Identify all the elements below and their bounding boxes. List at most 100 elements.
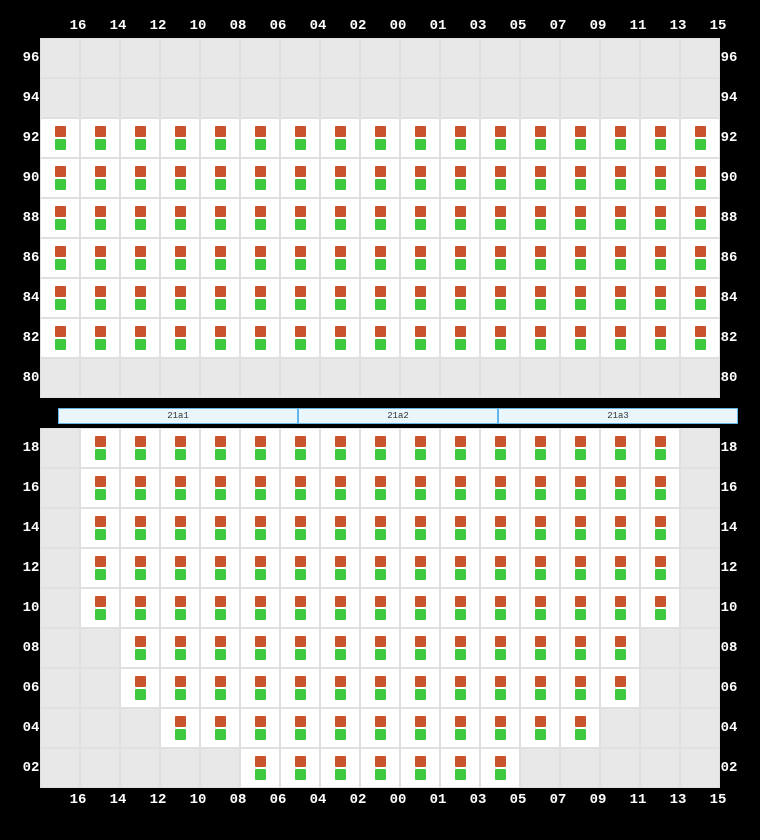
rack-slot-active[interactable] [560, 708, 600, 748]
rack-slot-active[interactable] [240, 118, 280, 158]
rack-slot-active[interactable] [560, 628, 600, 668]
rack-slot-active[interactable] [280, 668, 320, 708]
rack-slot-active[interactable] [280, 158, 320, 198]
rack-slot-active[interactable] [520, 118, 560, 158]
rack-slot-active[interactable] [280, 588, 320, 628]
rack-slot-active[interactable] [200, 278, 240, 318]
rack-slot-active[interactable] [600, 238, 640, 278]
rack-slot-active[interactable] [280, 708, 320, 748]
rack-slot-active[interactable] [360, 118, 400, 158]
rack-slot-active[interactable] [240, 548, 280, 588]
rack-slot-active[interactable] [600, 628, 640, 668]
rack-slot-active[interactable] [280, 748, 320, 788]
rack-slot-active[interactable] [160, 708, 200, 748]
rack-slot-active[interactable] [480, 198, 520, 238]
rack-slot-active[interactable] [600, 318, 640, 358]
rack-slot-active[interactable] [640, 588, 680, 628]
rack-slot-active[interactable] [480, 748, 520, 788]
rack-slot-active[interactable] [40, 158, 80, 198]
rack-slot-active[interactable] [320, 198, 360, 238]
rack-slot-active[interactable] [560, 198, 600, 238]
rack-slot-active[interactable] [520, 508, 560, 548]
rack-slot-active[interactable] [80, 508, 120, 548]
rack-slot-active[interactable] [160, 628, 200, 668]
rack-slot-active[interactable] [400, 668, 440, 708]
rack-slot-active[interactable] [80, 468, 120, 508]
rack-slot-active[interactable] [440, 468, 480, 508]
rack-slot-active[interactable] [360, 468, 400, 508]
rack-slot-active[interactable] [400, 508, 440, 548]
rack-slot-active[interactable] [640, 238, 680, 278]
rack-slot-active[interactable] [280, 468, 320, 508]
rack-slot-active[interactable] [320, 428, 360, 468]
rack-slot-active[interactable] [560, 238, 600, 278]
rack-slot-active[interactable] [160, 428, 200, 468]
rack-slot-active[interactable] [480, 318, 520, 358]
rack-slot-active[interactable] [280, 508, 320, 548]
rack-slot-active[interactable] [200, 588, 240, 628]
rack-slot-active[interactable] [360, 318, 400, 358]
rack-slot-active[interactable] [480, 428, 520, 468]
rack-slot-active[interactable] [440, 278, 480, 318]
rack-slot-active[interactable] [440, 198, 480, 238]
rack-slot-active[interactable] [600, 668, 640, 708]
rack-slot-active[interactable] [120, 198, 160, 238]
rack-slot-active[interactable] [200, 428, 240, 468]
rack-slot-active[interactable] [480, 548, 520, 588]
rack-slot-active[interactable] [480, 628, 520, 668]
rack-slot-active[interactable] [160, 198, 200, 238]
rack-slot-active[interactable] [360, 748, 400, 788]
rack-slot-active[interactable] [360, 588, 400, 628]
rack-slot-active[interactable] [200, 318, 240, 358]
section-label[interactable]: 21a1 [58, 408, 298, 424]
rack-slot-active[interactable] [560, 318, 600, 358]
rack-slot-active[interactable] [520, 708, 560, 748]
rack-slot-active[interactable] [440, 748, 480, 788]
rack-slot-active[interactable] [320, 158, 360, 198]
rack-slot-active[interactable] [160, 508, 200, 548]
rack-slot-active[interactable] [200, 628, 240, 668]
rack-slot-active[interactable] [400, 198, 440, 238]
rack-slot-active[interactable] [120, 428, 160, 468]
rack-slot-active[interactable] [320, 238, 360, 278]
rack-slot-active[interactable] [240, 278, 280, 318]
rack-slot-active[interactable] [160, 278, 200, 318]
rack-slot-active[interactable] [200, 548, 240, 588]
rack-slot-active[interactable] [320, 508, 360, 548]
rack-slot-active[interactable] [280, 238, 320, 278]
rack-slot-active[interactable] [120, 628, 160, 668]
rack-slot-active[interactable] [120, 668, 160, 708]
rack-slot-active[interactable] [320, 278, 360, 318]
rack-slot-active[interactable] [280, 118, 320, 158]
rack-slot-active[interactable] [400, 468, 440, 508]
rack-slot-active[interactable] [440, 508, 480, 548]
rack-slot-active[interactable] [80, 428, 120, 468]
rack-slot-active[interactable] [480, 708, 520, 748]
rack-slot-active[interactable] [400, 118, 440, 158]
rack-slot-active[interactable] [600, 468, 640, 508]
rack-slot-active[interactable] [440, 318, 480, 358]
rack-slot-active[interactable] [640, 278, 680, 318]
rack-slot-active[interactable] [400, 158, 440, 198]
rack-slot-active[interactable] [640, 198, 680, 238]
rack-slot-active[interactable] [80, 278, 120, 318]
rack-slot-active[interactable] [120, 158, 160, 198]
rack-slot-active[interactable] [560, 548, 600, 588]
rack-slot-active[interactable] [160, 468, 200, 508]
rack-slot-active[interactable] [160, 238, 200, 278]
rack-slot-active[interactable] [440, 548, 480, 588]
rack-slot-active[interactable] [200, 508, 240, 548]
rack-slot-active[interactable] [440, 588, 480, 628]
rack-slot-active[interactable] [520, 628, 560, 668]
rack-slot-active[interactable] [160, 118, 200, 158]
rack-slot-active[interactable] [440, 428, 480, 468]
rack-slot-active[interactable] [280, 278, 320, 318]
rack-slot-active[interactable] [640, 318, 680, 358]
rack-slot-active[interactable] [400, 548, 440, 588]
rack-slot-active[interactable] [520, 198, 560, 238]
rack-slot-active[interactable] [80, 548, 120, 588]
rack-slot-active[interactable] [520, 428, 560, 468]
rack-slot-active[interactable] [200, 468, 240, 508]
rack-slot-active[interactable] [200, 158, 240, 198]
rack-slot-active[interactable] [80, 198, 120, 238]
